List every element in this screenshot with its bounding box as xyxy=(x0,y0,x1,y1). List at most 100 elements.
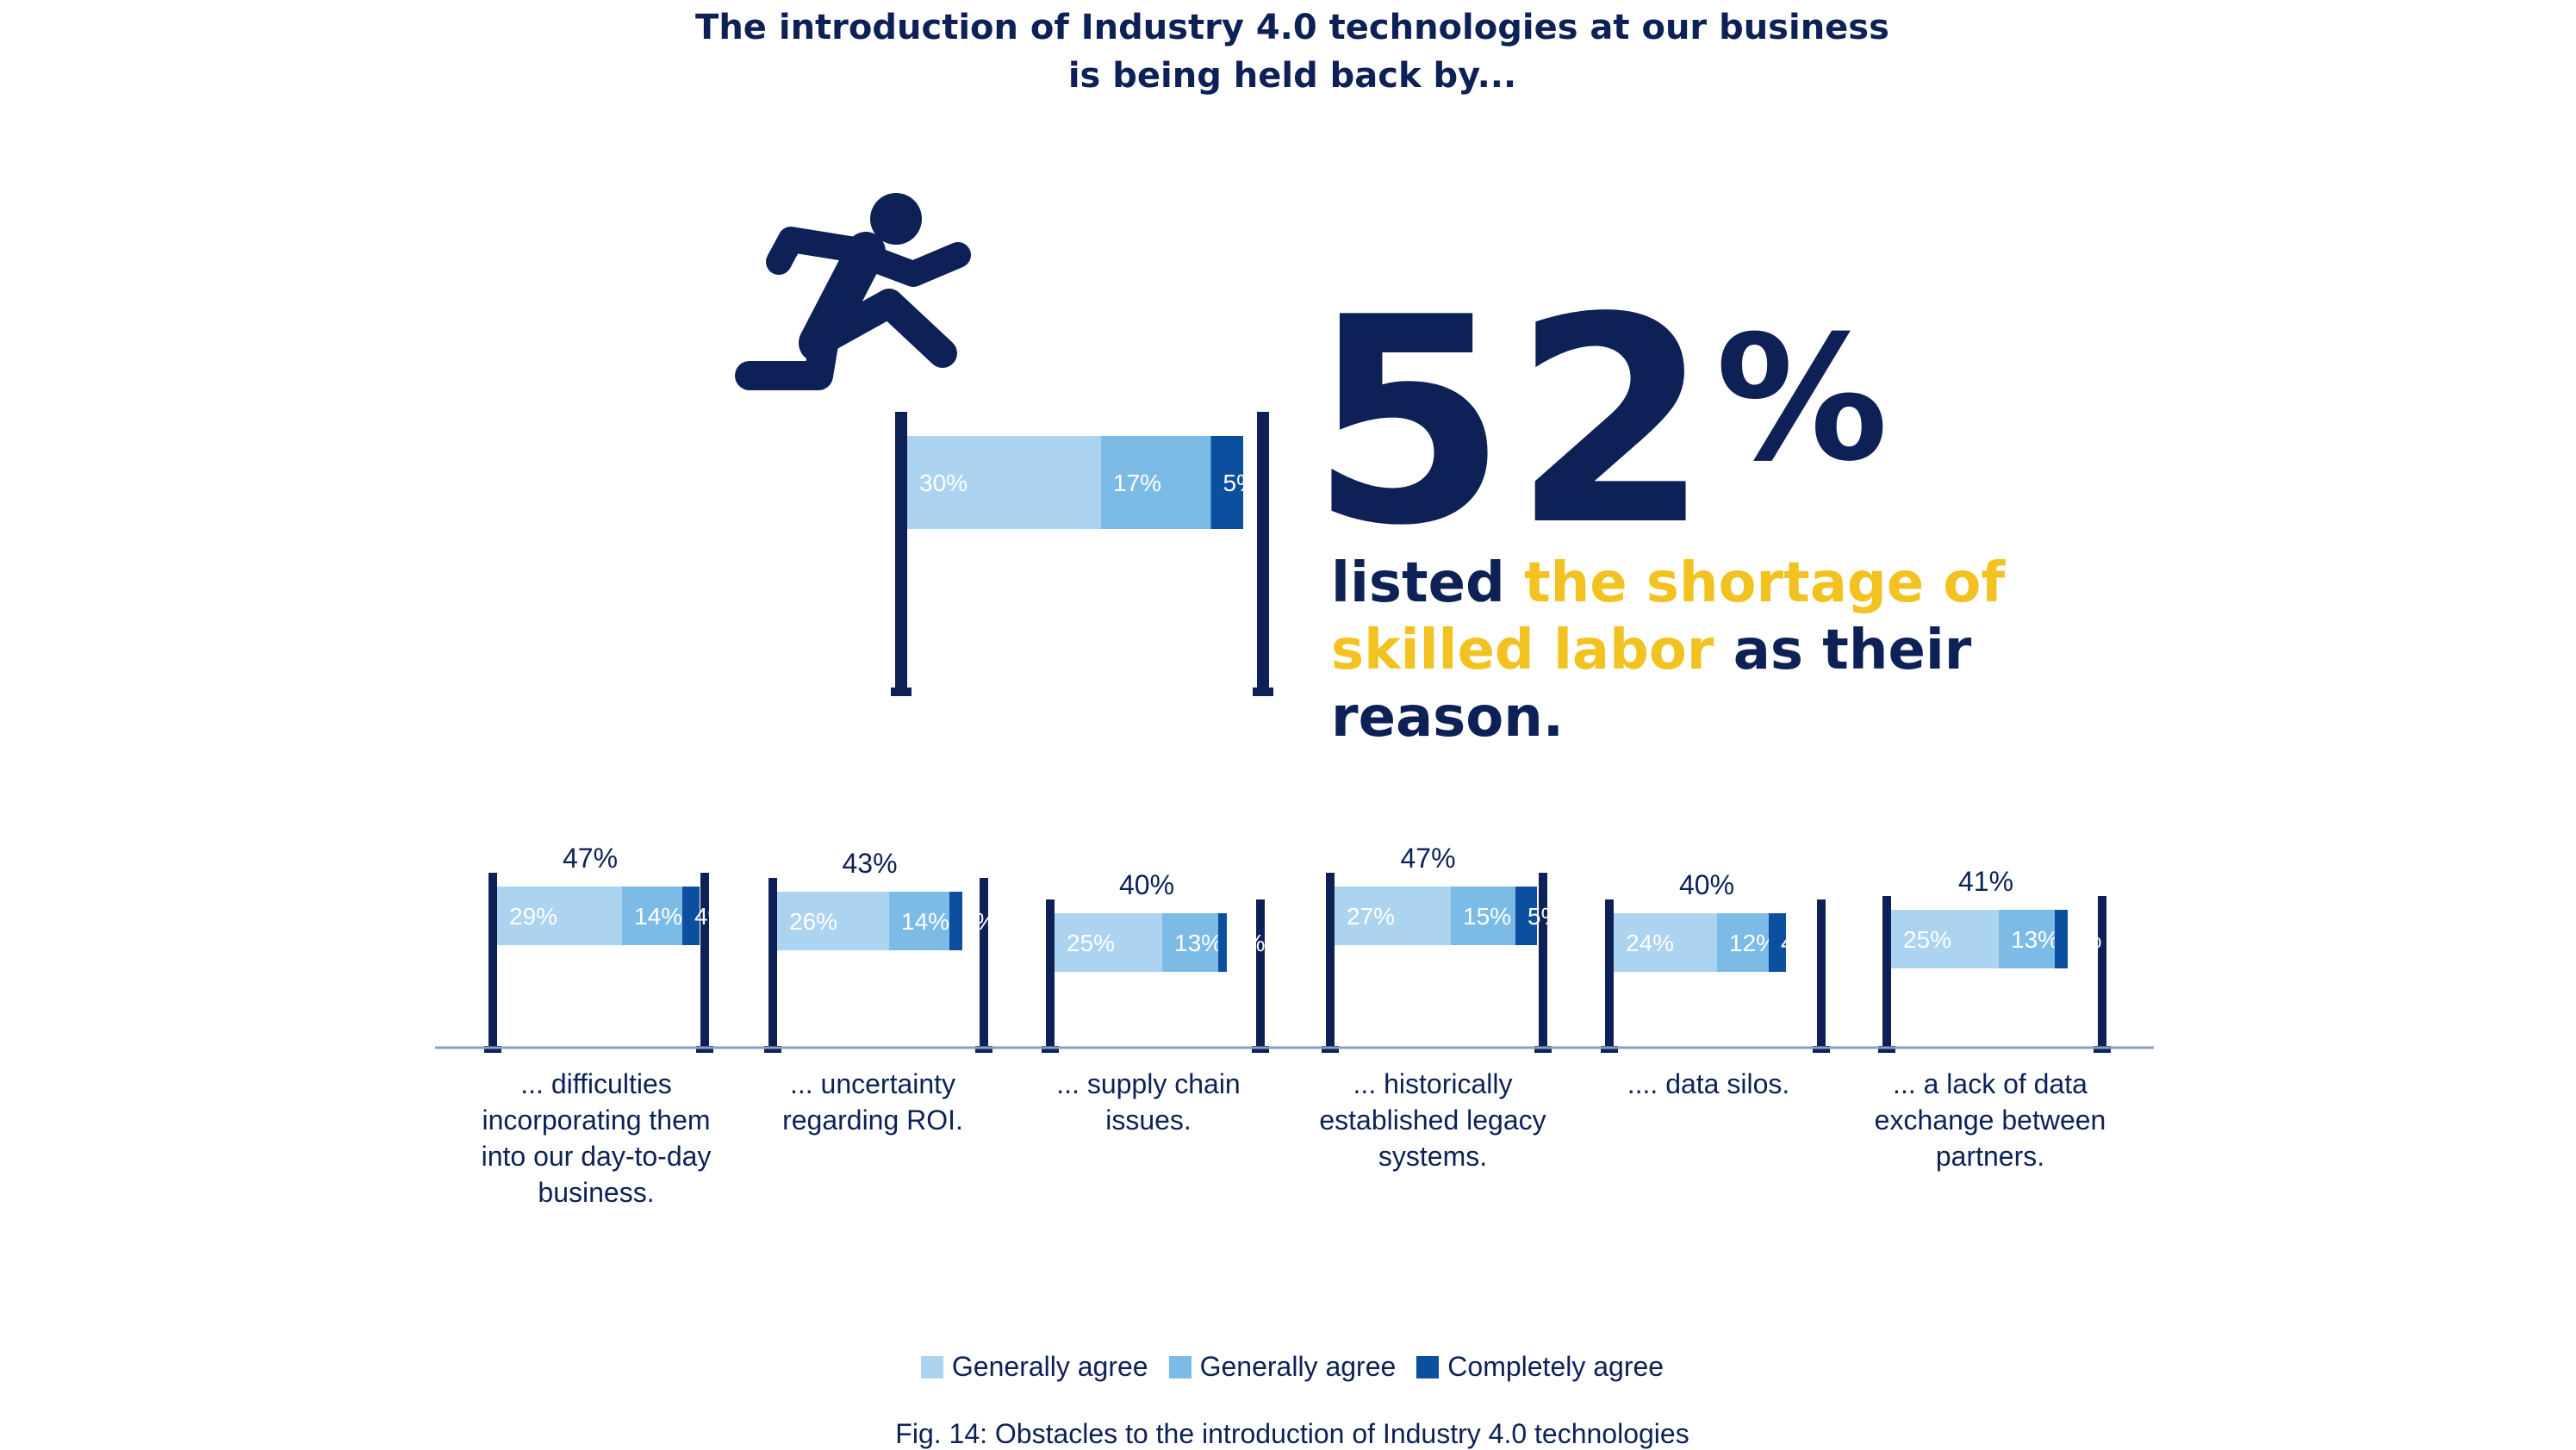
hurdle-chart: 25% 13% 2% 40% xyxy=(1042,869,1269,1053)
bar-segment xyxy=(1335,887,1451,945)
bar-segment xyxy=(1769,913,1786,972)
hurdle-foot xyxy=(1878,1046,1895,1053)
bar-segment xyxy=(949,892,962,950)
category-label: ... uncertainty regarding ROI. xyxy=(782,1068,963,1136)
legend-swatch-light xyxy=(920,1355,943,1378)
headline-number: 52 xyxy=(1310,257,1716,588)
figure-caption: Fig. 14: Obstacles to the introduction o… xyxy=(895,1418,1689,1449)
bar-segment xyxy=(1210,436,1243,529)
bar-segment xyxy=(1162,913,1218,972)
legend: Generally agree Generally agree Complete… xyxy=(0,1351,2576,1383)
hurdle-post-left xyxy=(895,412,907,696)
hurdle-chart: 26% 14% 3% 43% xyxy=(764,848,996,1053)
hurdle-post-right xyxy=(1539,873,1547,1053)
bar-segment xyxy=(1891,910,1999,968)
headline-text-1: listed xyxy=(1331,551,1525,615)
legend-swatch-dark xyxy=(1416,1355,1440,1378)
bar-segment-label: 14% xyxy=(634,903,682,930)
bar-segment xyxy=(682,887,700,945)
bar-segment-label: 25% xyxy=(1067,930,1115,956)
bar-total-label: 40% xyxy=(1119,869,1174,900)
hurdle-post-right xyxy=(700,873,709,1053)
hurdle-post-right xyxy=(1256,899,1265,1053)
bar-segment-label: 26% xyxy=(789,908,837,935)
bar-total-label: 41% xyxy=(1958,866,2013,897)
legend-item: Generally agree xyxy=(920,1351,1148,1383)
bar-segment-label: 13% xyxy=(1174,930,1223,956)
headline-text: listed the shortage of skilled labor as … xyxy=(1331,550,2193,751)
bar-segment xyxy=(1515,887,1537,945)
bar-segment xyxy=(497,887,622,945)
hurdle-foot xyxy=(2094,1046,2111,1053)
hurdle-foot xyxy=(696,1046,713,1053)
hurdle-charts-row: 29% 14% 4% 47% 26% 14% 3% 43% 25% 13% 2% 40% 27% 15% 5… xyxy=(484,843,2111,1053)
bar-segment-label: 5% xyxy=(1223,470,1258,496)
hurdle-foot xyxy=(1601,1046,1618,1053)
bar-segment-label: 3% xyxy=(961,908,996,935)
hurdle-post-left xyxy=(488,873,497,1053)
hurdle-post-right xyxy=(2098,896,2106,1053)
hurdle-post-right xyxy=(1817,899,1826,1053)
bar-segment xyxy=(907,436,1101,529)
hero-hurdle-chart: 30% 17% 5% xyxy=(891,412,1273,696)
bar-segment xyxy=(889,892,949,950)
legend-label: Generally agree xyxy=(951,1351,1148,1382)
hurdle-foot xyxy=(975,1046,992,1053)
bar-segment xyxy=(1101,436,1211,529)
page-title: The introduction of Industry 4.0 technol… xyxy=(0,3,2576,100)
legend-item: Completely agree xyxy=(1416,1351,1664,1383)
bar-segment-label: 15% xyxy=(1463,903,1511,930)
bar-segment xyxy=(1055,913,1162,972)
hurdle-foot xyxy=(1253,688,1273,696)
bar-segment xyxy=(1451,887,1515,945)
bar-segment xyxy=(1999,910,2055,968)
hurdle-post-left xyxy=(1326,873,1335,1053)
hurdle-foot xyxy=(1322,1046,1339,1053)
bar-segment xyxy=(777,892,889,950)
hurdle-foot xyxy=(891,688,912,696)
hurdle-chart: 24% 12% 4%40% xyxy=(1601,869,1830,1053)
hurdle-chart: 25% 13% 3% 41% xyxy=(1878,866,2111,1053)
hurdle-foot xyxy=(1534,1046,1552,1053)
runner-icon xyxy=(735,193,971,390)
bar-segment-label: 17% xyxy=(1113,470,1161,496)
bar-segment-label: 29% xyxy=(509,903,557,930)
bar-segment-label: 2% xyxy=(1230,930,1265,956)
bar-total-label: 47% xyxy=(563,843,618,874)
hurdle-foot xyxy=(1252,1046,1269,1053)
hurdle-post-right xyxy=(980,878,988,1053)
bar-total-label: 40% xyxy=(1679,869,1734,900)
bar-segment-label: 27% xyxy=(1347,903,1395,930)
category-label: ... a lack of data exchange between part… xyxy=(1874,1068,2106,1172)
bar-segment-label: 4% xyxy=(694,903,729,930)
hurdle-foot xyxy=(484,1046,501,1053)
title-line-2: is being held back by... xyxy=(1067,56,1517,96)
bar-segment xyxy=(2055,910,2068,968)
headline-text-2: as their reason. xyxy=(1331,619,1972,750)
bar-segment-label: 5% xyxy=(1528,903,1562,930)
legend-swatch-mid xyxy=(1168,1355,1192,1378)
title-line-1: The introduction of Industry 4.0 technol… xyxy=(695,8,1889,47)
bar-segment-label: 13% xyxy=(2011,926,2059,953)
legend-label: Completely agree xyxy=(1447,1351,1664,1382)
headline-unit: % xyxy=(1715,299,1894,500)
hurdle-foot xyxy=(764,1046,781,1053)
hurdle-chart: 29% 14% 4% 47% xyxy=(484,843,729,1053)
category-label: .... data silos. xyxy=(1627,1068,1790,1099)
category-label: ... difficulties incorporating them into… xyxy=(481,1068,712,1208)
bar-segment xyxy=(622,887,682,945)
headline-value: 52% xyxy=(1310,280,1894,564)
category-label: ... supply chain issues. xyxy=(1056,1068,1241,1136)
hurdle-foot xyxy=(1042,1046,1059,1053)
category-label: ... historically established legacy syst… xyxy=(1319,1068,1546,1172)
legend-label: Generally agree xyxy=(1199,1351,1397,1382)
bar-segment-label: 24% xyxy=(1626,930,1674,956)
legend-item: Generally agree xyxy=(1168,1351,1397,1383)
hurdle-post-left xyxy=(1605,899,1614,1053)
bar-segment xyxy=(1717,913,1769,972)
bar-segment-label: 30% xyxy=(919,470,968,496)
bar-segment xyxy=(1614,913,1717,972)
bar-segment-label: 25% xyxy=(1903,926,1951,953)
bar-total-label: 47% xyxy=(1400,843,1455,874)
